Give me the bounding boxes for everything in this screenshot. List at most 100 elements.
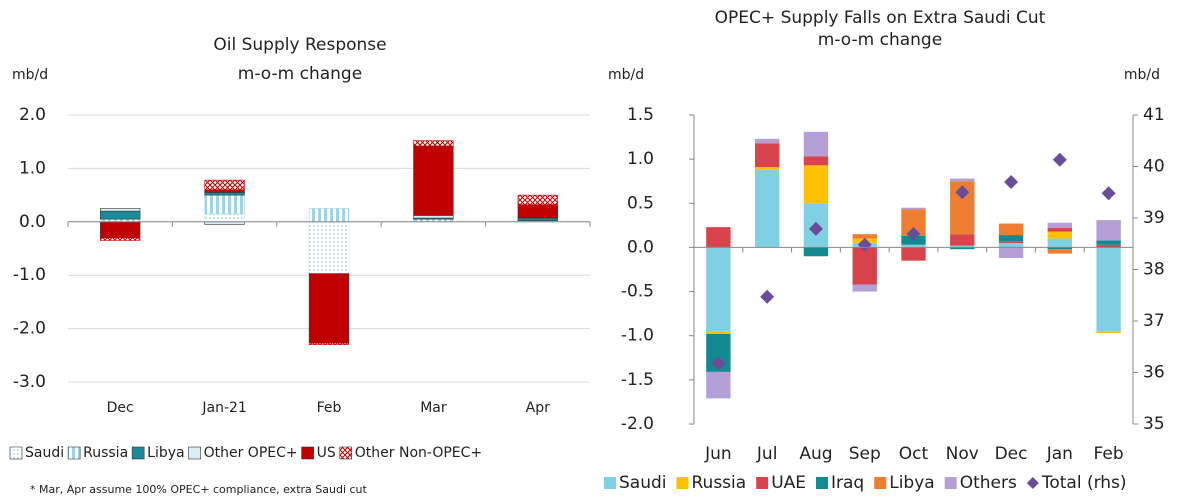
y-tick-label: 0.0: [19, 212, 46, 232]
bar-segment: [754, 167, 780, 170]
chart-title: OPEC+ Supply Falls on Extra Saudi Cut: [715, 8, 1046, 28]
bar-segment: [413, 215, 454, 219]
y2-tick-label: 39: [1143, 208, 1165, 228]
chart-left: Oil Supply Response m-o-m change mb/d 2.0 1.…: [9, 35, 591, 496]
marker: [857, 237, 872, 252]
legend-marker: [131, 446, 145, 460]
bar-segment: [1096, 331, 1121, 334]
x-tick-label: Jan: [1046, 444, 1073, 464]
legend-marker: [944, 477, 957, 489]
bar-segment: [950, 178, 975, 182]
marker: [1101, 186, 1116, 201]
legend-marker: [301, 446, 314, 460]
x-tick-label: Feb: [1094, 444, 1124, 464]
bar-segment: [1047, 231, 1073, 239]
bar-segment: [517, 204, 558, 219]
bar-segment: [706, 331, 731, 334]
y-tick-label: -0.5: [621, 282, 654, 302]
x-tick-label: Jan-21: [201, 400, 246, 416]
y-tick-label: -2.0: [13, 319, 46, 339]
y-tick-label: -1.5: [621, 370, 654, 390]
bar-segment: [1047, 228, 1073, 232]
legend-marker: [188, 446, 201, 460]
bar-segment: [852, 234, 877, 239]
legend-marker: [816, 477, 829, 489]
y2-axis-label: mb/d: [1124, 67, 1160, 83]
legend-label: Saudi: [619, 473, 667, 493]
legend-label: Russia: [692, 473, 747, 493]
legend-marker: [676, 477, 689, 489]
legend-marker: [9, 446, 23, 460]
legend-label: Iraq: [831, 473, 864, 493]
y-axis-label: mb/d: [12, 67, 48, 83]
bar-segment: [204, 194, 245, 215]
legend-label: US: [317, 445, 336, 461]
y-tick-label: -1.0: [13, 265, 46, 285]
bar-segment: [308, 221, 350, 274]
bar-segment: [998, 243, 1024, 248]
legend-label: Other OPEC+: [204, 445, 298, 461]
x-tick-label: Dec: [995, 444, 1028, 464]
legend-marker: [1026, 477, 1039, 489]
bar-segment: [901, 207, 926, 210]
legend-label: Others: [960, 473, 1017, 493]
bar-segment: [754, 143, 780, 168]
bar-segment: [998, 235, 1024, 242]
legend-label: Libya: [889, 473, 934, 493]
y2-tick-label: 35: [1143, 414, 1165, 434]
bar-segment: [706, 227, 731, 248]
y2-tick-label: 36: [1143, 363, 1165, 383]
legend-marker: [874, 477, 887, 489]
bar-segment: [1047, 249, 1073, 254]
marker: [711, 356, 726, 371]
y-tick-label: 0.0: [627, 237, 654, 257]
legend-marker: [339, 446, 353, 460]
bar-segment: [901, 247, 926, 261]
x-tick-label: Aug: [799, 444, 832, 464]
legend-marker: [67, 446, 81, 460]
bar-segment: [1096, 247, 1121, 332]
bar-segment: [803, 131, 829, 157]
bar-segment: [901, 244, 926, 248]
y-tick-label: -1.0: [621, 326, 654, 346]
chart-subtitle: m-o-m change: [238, 64, 362, 84]
bar-segment: [100, 208, 141, 212]
legend-label: Other Non-OPEC+: [355, 445, 482, 461]
bar-segment: [1096, 244, 1121, 248]
y2-tick-label: 38: [1143, 260, 1165, 280]
bar-segment: [413, 140, 454, 147]
bar-segment: [852, 247, 877, 285]
marker: [1004, 174, 1019, 189]
y-axis-label: mb/d: [608, 67, 644, 83]
bar-segment: [204, 179, 245, 191]
x-tick-label: Nov: [946, 444, 979, 464]
legend-label: Saudi: [25, 445, 64, 461]
x-tick-label: Apr: [526, 400, 550, 416]
bar-segment: [1047, 247, 1073, 250]
bar-segment: [517, 194, 558, 206]
x-tick-label: Jun: [704, 444, 732, 464]
bar-segment: [517, 217, 558, 222]
x-tick-label: Mar: [420, 400, 447, 416]
y-tick-label: 1.0: [19, 158, 46, 178]
bar-segment: [1047, 222, 1073, 229]
y-tick-label: -3.0: [13, 372, 46, 392]
bar-segment: [852, 284, 877, 292]
bar-segment: [803, 165, 829, 204]
y-tick-label: 2.0: [19, 105, 46, 125]
bar-segment: [308, 342, 350, 345]
y-tick-label: 1.0: [627, 149, 654, 169]
bar-segment: [1047, 238, 1073, 248]
bar-segment: [413, 145, 454, 216]
marker: [906, 226, 921, 241]
y-tick-label: 1.5: [627, 105, 654, 125]
bar-segment: [1096, 240, 1121, 245]
bar-segment: [706, 247, 731, 332]
marker: [955, 185, 970, 200]
footnote: * Mar, Apr assume 100% OPEC+ compliance,…: [30, 483, 368, 496]
bar-segment: [998, 223, 1024, 236]
bar-segment: [100, 221, 141, 239]
bar-segment: [950, 245, 975, 248]
legend-marker: [604, 477, 616, 489]
